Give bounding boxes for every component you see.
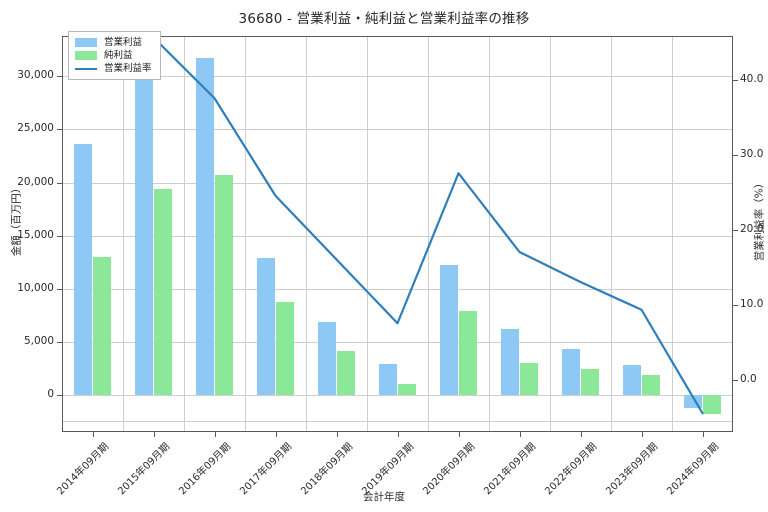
bar-operating-profit [196,58,215,395]
chart-title: 36680 - 営業利益・純利益と営業利益率の推移 [238,11,530,27]
gridline-horizontal [62,76,733,77]
x-axis-tick [641,432,643,437]
gridline-vertical [489,36,490,432]
legend-item: 純利益 [75,49,152,62]
legend-label: 営業利益率 [104,63,152,74]
y-axis-left-tick [57,235,62,237]
legend-item: 営業利益 [75,36,152,49]
x-axis-tick [92,432,94,437]
y-axis-left-tick-label: 20,000 [17,175,54,188]
y-axis-left-tick-label: 15,000 [17,228,54,241]
y-axis-right-tick [733,229,738,231]
bar-net-profit [703,394,722,414]
bar-operating-profit [318,321,337,395]
y-axis-left-tick [57,182,62,184]
legend-label: 営業利益 [104,37,143,48]
y-axis-right-tick-label: 30.0 [740,147,764,160]
y-axis-right-tick [733,79,738,81]
legend-item: 営業利益率 [75,62,152,75]
x-axis-tick [397,432,399,437]
y-axis-right-title: 営業利益率（%） [753,177,766,262]
bar-net-profit [581,369,600,395]
gridline-vertical [306,36,307,432]
y-axis-left-tick-label: 0 [47,387,54,400]
bar-operating-profit [135,52,154,395]
y-axis-left-tick-label: 5,000 [23,334,54,347]
y-axis-left-tick [57,394,62,396]
y-axis-left-tick [57,288,62,290]
bar-operating-profit [440,265,459,395]
x-axis-tick [214,432,216,437]
y-axis-right-tick-label: 0.0 [740,372,757,385]
x-axis-title: 会計年度 [363,491,405,503]
gridline-horizontal [62,395,733,396]
y-axis-right-tick [733,379,738,381]
y-axis-left-tick-label: 25,000 [17,122,54,135]
bar-operating-profit [257,257,276,395]
bar-operating-profit [562,349,581,395]
gridline-vertical [550,36,551,432]
y-axis-right-tick-label: 10.0 [740,297,764,310]
gridline-vertical [245,36,246,432]
bar-net-profit [398,384,417,395]
plot-frame [62,36,733,432]
gridline-vertical [184,36,185,432]
y-axis-right-tick [733,304,738,306]
bar-net-profit [276,302,295,395]
x-axis-tick [275,432,277,437]
y-axis-right-tick-label: 40.0 [740,72,764,85]
y-axis-left-tick-label: 30,000 [17,69,54,82]
legend-color-swatch [75,38,97,47]
bar-operating-profit [501,329,520,395]
x-axis-tick [458,432,460,437]
operating-margin-line [91,36,704,415]
bar-operating-profit [74,144,93,395]
gridline-horizontal [62,183,733,184]
x-axis-tick [153,432,155,437]
gridline-vertical [672,36,673,432]
gridline-vertical [428,36,429,432]
x-axis-tick [580,432,582,437]
gridline-horizontal [62,421,733,422]
bar-operating-profit [379,364,398,395]
y-axis-left-tick-label: 10,000 [17,281,54,294]
x-axis-tick [336,432,338,437]
bar-net-profit [215,175,234,395]
bar-operating-profit [623,365,642,395]
bar-net-profit [154,188,173,395]
gridline-horizontal [62,129,733,130]
chart-legend: 営業利益純利益営業利益率 [68,31,161,80]
grid-layer [62,36,733,432]
y-axis-left-tick [57,76,62,78]
y-axis-right-tick [733,154,738,156]
bar-net-profit [93,256,112,395]
bar-net-profit [520,362,539,395]
x-axis-tick [702,432,704,437]
x-axis-tick [519,432,521,437]
gridline-horizontal [62,342,733,343]
gridline-vertical [123,36,124,432]
gridline-vertical [611,36,612,432]
y-axis-left-tick [57,341,62,343]
gridline-horizontal [62,289,733,290]
bar-net-profit [337,351,356,395]
legend-line-swatch [75,67,97,70]
y-axis-right-tick-label: 20.0 [740,222,764,235]
y-axis-left-title: 金額（百万円） [10,182,23,257]
legend-label: 純利益 [104,50,133,61]
bar-net-profit [459,310,478,395]
y-axis-left-tick [57,129,62,131]
gridline-vertical [367,36,368,432]
legend-color-swatch [75,51,97,60]
bar-net-profit [642,374,661,395]
plot-area [62,36,733,432]
gridline-horizontal [62,236,733,237]
